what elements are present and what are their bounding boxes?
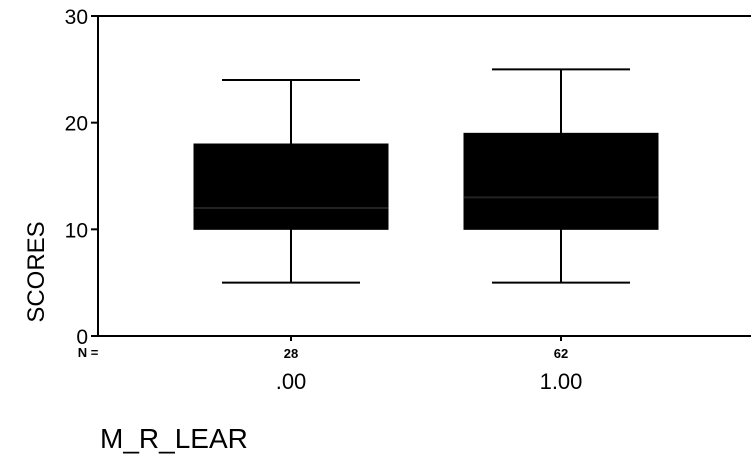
x-axis-label: M_R_LEAR [100, 423, 248, 454]
n-count-label: 28 [284, 346, 298, 361]
iqr-box [194, 144, 388, 229]
y-tick-label: 20 [65, 113, 88, 136]
y-tick-label: 30 [65, 6, 88, 29]
x-category-label: 1.00 [540, 369, 583, 394]
x-axis: 28 .00 62 1.00 [276, 336, 583, 394]
n-label: N = [78, 345, 99, 360]
y-tick-label: 10 [65, 219, 88, 242]
iqr-box [464, 133, 658, 229]
n-count-label: 62 [554, 346, 568, 361]
boxes [194, 69, 658, 282]
x-category-label: .00 [276, 369, 307, 394]
y-axis-label: SCORES [23, 221, 50, 322]
